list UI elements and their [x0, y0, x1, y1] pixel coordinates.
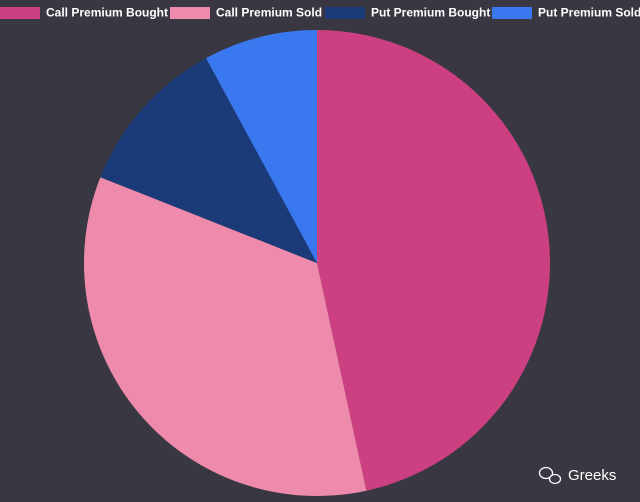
legend-label: Put Premium Bought — [371, 6, 490, 20]
pie-slice — [317, 30, 551, 491]
legend-swatch — [170, 7, 210, 19]
legend-label: Call Premium Bought — [46, 6, 168, 20]
pie-slice — [206, 29, 317, 263]
legend-swatch — [492, 7, 532, 19]
watermark-icon — [538, 466, 562, 485]
pie-slice — [100, 58, 317, 264]
legend-label: Put Premium Sold — [538, 6, 640, 20]
watermark: Greeks — [568, 467, 616, 484]
legend-label: Call Premium Sold — [216, 6, 322, 20]
legend-swatch — [325, 7, 365, 19]
pie-slice — [84, 177, 367, 496]
legend-swatch — [0, 7, 40, 19]
